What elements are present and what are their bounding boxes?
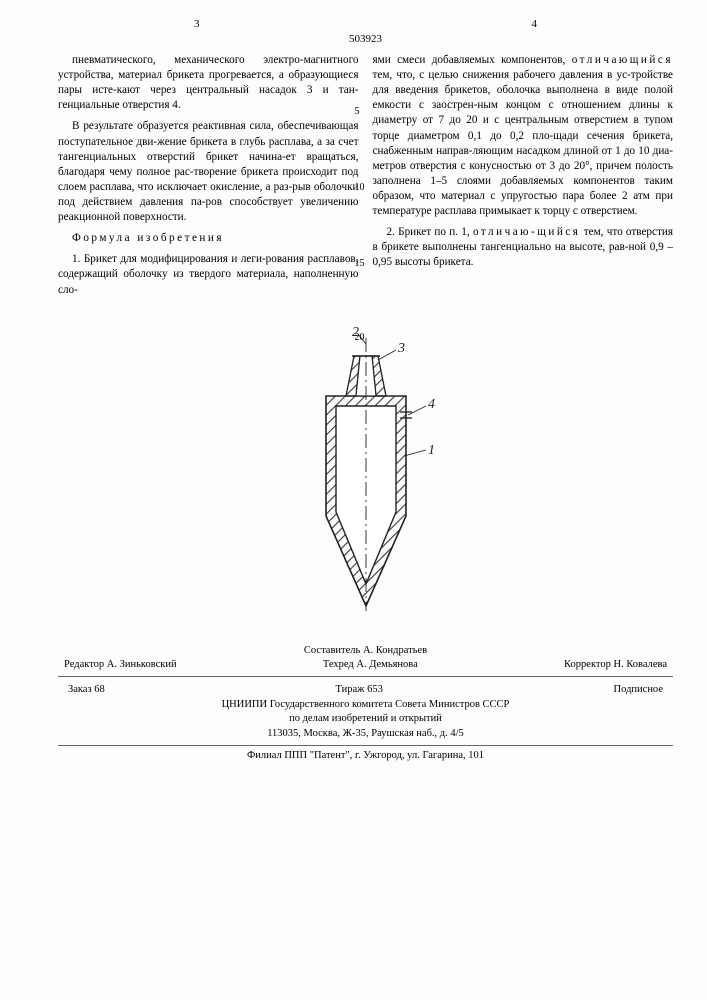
briquette-diagram: 2 3 4 1: [276, 326, 456, 626]
editor-name: А. Зиньковский: [107, 659, 177, 670]
footer-credits-row-1: Составитель А. Кондратьев: [58, 644, 673, 659]
footer: Составитель А. Кондратьев Редактор А. Зи…: [58, 644, 673, 764]
page: 3 4 503923 пневматического, механическог…: [0, 0, 707, 1000]
footer-credits-row-2: Редактор А. Зиньковский Техред А. Демьян…: [58, 658, 673, 673]
subscription: Подписное: [614, 683, 663, 698]
right-para-1b: отличающийся: [572, 54, 673, 66]
techred: Техред А. Демьянова: [323, 658, 418, 673]
column-numbers: 3 4: [58, 18, 673, 30]
line-number: 5: [355, 105, 360, 119]
compiler-name: А. Кондратьев: [363, 645, 427, 656]
left-col-number: 3: [61, 18, 332, 30]
editor: Редактор А. Зиньковский: [64, 658, 177, 673]
diagram-label-1: 1: [428, 443, 435, 458]
corrector: Корректор Н. Ковалева: [564, 658, 667, 673]
right-para-1c: тем, что, с целью снижения рабочего давл…: [373, 69, 674, 217]
patent-number: 503923: [58, 33, 673, 45]
techred-label: Техред: [323, 659, 354, 670]
left-column: пневматического, механического электро-м…: [58, 53, 359, 304]
line-number: 15: [355, 257, 365, 271]
divider: [58, 745, 673, 746]
divider: [58, 676, 673, 677]
org-line-2: по делам изобретений и открытий: [58, 712, 673, 727]
diagram-label-4: 4: [428, 397, 435, 412]
editor-label: Редактор: [64, 659, 104, 670]
corrector-label: Корректор: [564, 659, 611, 670]
right-col-number: 4: [399, 18, 670, 30]
techred-name: А. Демьянова: [356, 659, 417, 670]
line-number: 20: [355, 331, 365, 345]
org-line-1: ЦНИИПИ Государственного комитета Совета …: [58, 698, 673, 713]
right-para-1a: ями смеси добавляемых компонентов,: [373, 54, 566, 66]
right-column: 5 10 15 20 ями смеси добавляемых компоне…: [373, 53, 674, 304]
org-address: 113035, Москва, Ж-35, Раушская наб., д. …: [58, 727, 673, 742]
compiler: Составитель А. Кондратьев: [304, 644, 427, 659]
right-para-2b: отличаю-щийся: [473, 226, 581, 238]
order-number: Заказ 68: [68, 683, 105, 698]
right-para-1: ями смеси добавляемых компонентов, отлич…: [373, 53, 674, 219]
corrector-name: Н. Ковалева: [613, 659, 667, 670]
line-number: 10: [355, 181, 365, 195]
tirazh: Тираж 653: [336, 683, 383, 698]
right-para-2: 2. Брикет по п. 1, отличаю-щийся тем, чт…: [373, 225, 674, 270]
compiler-label: Составитель: [304, 645, 360, 656]
text-columns: пневматического, механического электро-м…: [58, 53, 673, 304]
footer-print-row: Заказ 68 Тираж 653 Подписное: [58, 683, 673, 698]
formula-title: Формула изобретения: [58, 231, 359, 246]
left-para-3: 1. Брикет для модифицирования и леги-ров…: [58, 252, 359, 297]
left-para-2: В результате образуется реактивная сила,…: [58, 119, 359, 225]
diagram-label-3: 3: [397, 341, 405, 356]
branch: Филиал ППП "Патент", г. Ужгород, ул. Гаг…: [58, 749, 673, 764]
right-para-2a: 2. Брикет по п. 1,: [387, 226, 470, 238]
left-para-1: пневматического, механического электро-м…: [58, 53, 359, 113]
